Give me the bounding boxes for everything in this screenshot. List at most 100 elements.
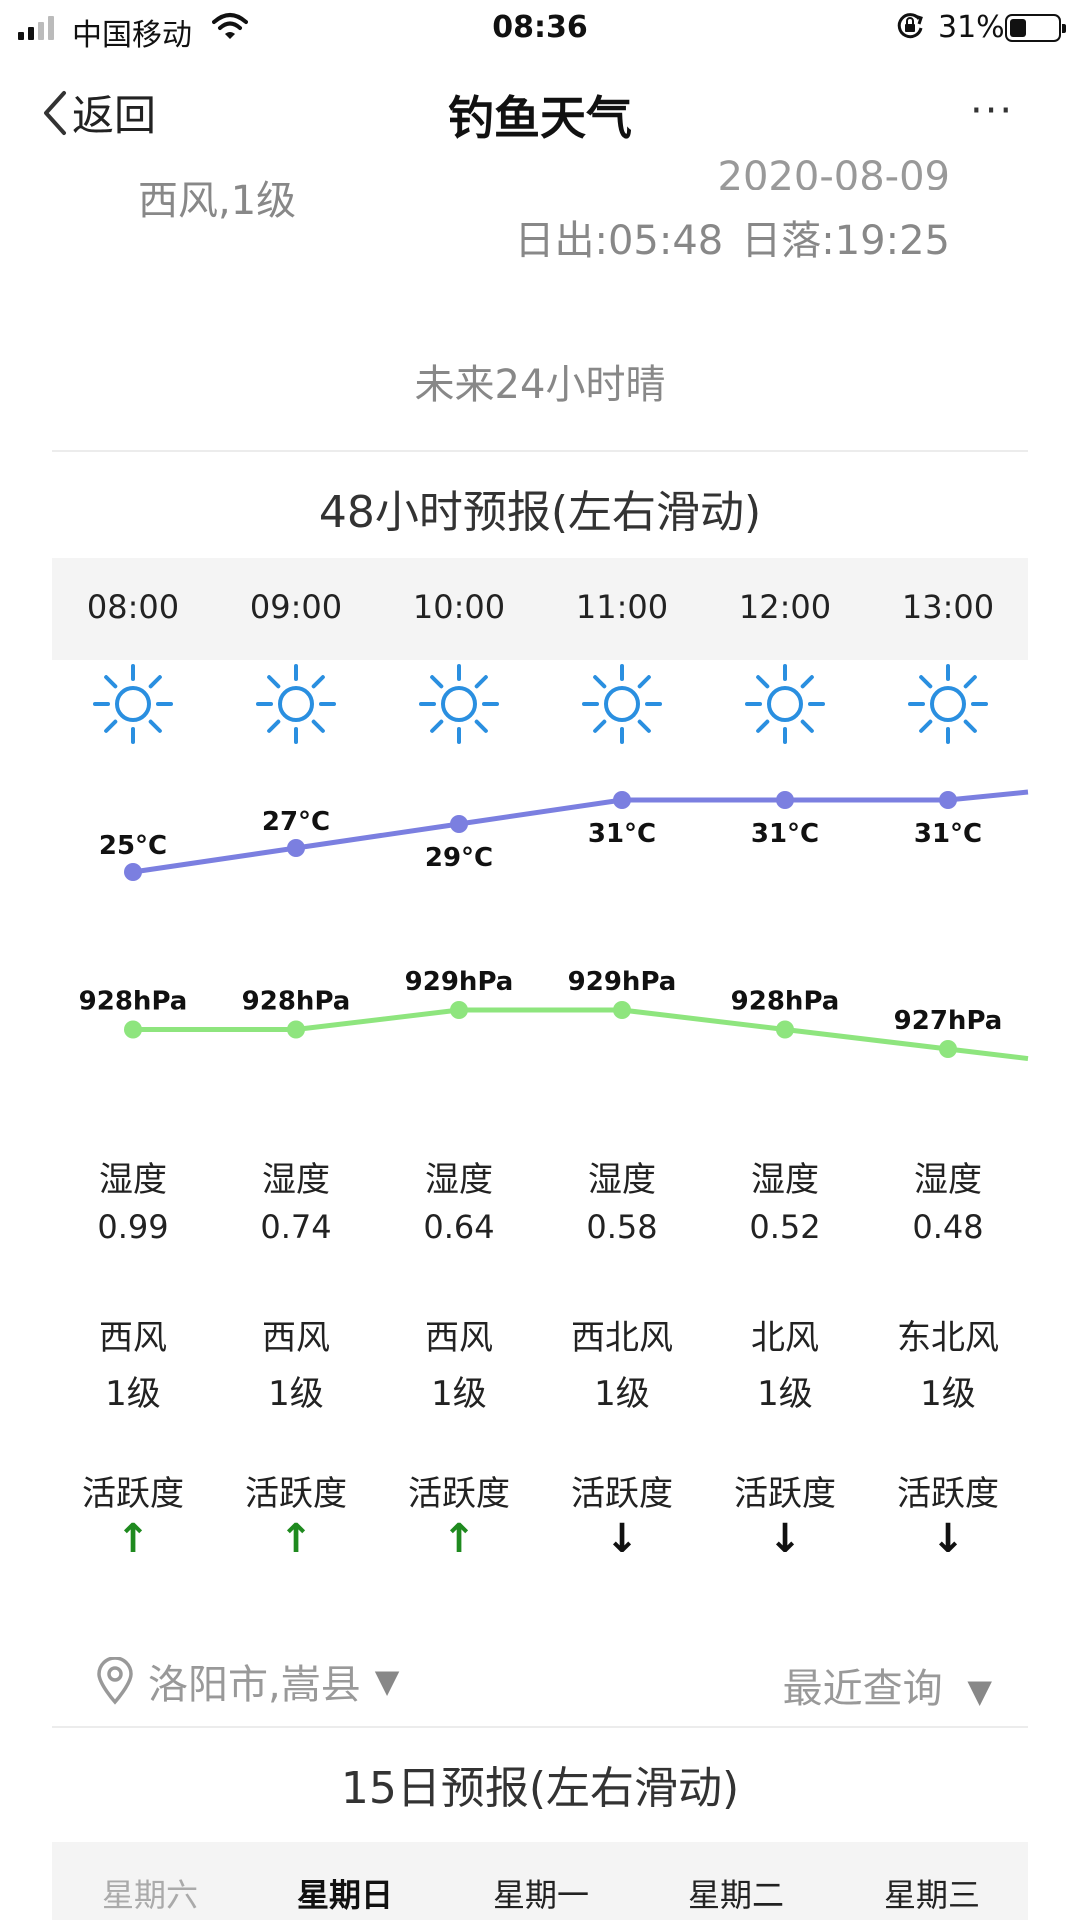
temperature-label: 29°C xyxy=(425,843,493,873)
day-tab[interactable]: 星期日 xyxy=(296,1876,393,1914)
cellular-signal-icon xyxy=(18,16,54,40)
pressure-point xyxy=(124,1020,142,1039)
wind-direction: 西风 xyxy=(425,1318,493,1358)
humidity-value: 0.99 xyxy=(97,1208,169,1246)
activity-up-arrow-icon: ↑ xyxy=(279,1516,313,1562)
hour-label: 09:00 xyxy=(249,588,343,626)
page-title: 钓鱼天气 xyxy=(448,91,632,145)
recent-search-dropdown[interactable]: 最近查询 ▼ xyxy=(783,1656,992,1714)
back-button[interactable]: 返回 xyxy=(40,82,156,143)
rotation-lock-icon xyxy=(895,11,925,49)
activity-label: 活跃度 xyxy=(897,1474,999,1514)
wifi-icon xyxy=(212,12,248,50)
hours-header-bar[interactable] xyxy=(52,558,1028,660)
activity-label: 活跃度 xyxy=(571,1474,673,1514)
days-header-bar[interactable] xyxy=(52,1842,1028,1920)
sun-icon xyxy=(703,662,867,744)
activity-down-arrow-icon: ↓ xyxy=(768,1516,802,1562)
pressure-point xyxy=(776,1020,794,1039)
wind-direction: 西北风 xyxy=(571,1318,673,1358)
dropdown-caret-icon: ▼ xyxy=(967,1672,992,1710)
activity-up-arrow-icon: ↑ xyxy=(116,1516,150,1562)
temperature-point xyxy=(613,791,631,809)
pressure-label: 928hPa xyxy=(79,987,188,1017)
divider xyxy=(52,450,1028,452)
humidity-label: 湿度 xyxy=(99,1160,167,1200)
location-selector[interactable]: 洛阳市,嵩县 ▼ xyxy=(96,1652,399,1710)
daily-forecast-title: 15日预报(左右滑动) xyxy=(340,1763,740,1814)
recent-search-label: 最近查询 xyxy=(782,1666,943,1712)
sun-icon xyxy=(377,662,541,744)
sunrise-sunset: 日出:05:48 日落:19:25 xyxy=(515,208,951,266)
pressure-label: 928hPa xyxy=(242,987,351,1017)
hour-label: 12:00 xyxy=(738,588,832,626)
temperature-label: 25°C xyxy=(99,831,167,861)
sun-icon xyxy=(866,662,1030,744)
activity-label: 活跃度 xyxy=(408,1474,510,1514)
pressure-label: 927hPa xyxy=(894,1006,1003,1036)
wind-direction: 北风 xyxy=(751,1318,819,1358)
temperature-chart: 25°C 27°C 29°C 31°C 31°C 31°C xyxy=(99,789,1029,881)
temperature-line xyxy=(132,789,1029,875)
day-tab[interactable]: 星期六 xyxy=(101,1876,198,1914)
wind-level: 1级 xyxy=(105,1374,161,1414)
wind-level: 1级 xyxy=(594,1374,650,1414)
back-label: 返回 xyxy=(72,91,157,140)
chevron-left-icon xyxy=(44,90,66,135)
temperature-point xyxy=(776,791,794,809)
sun-icon xyxy=(540,662,704,744)
sun-icon xyxy=(51,662,215,744)
temperature-label: 31°C xyxy=(751,819,819,849)
humidity-label: 湿度 xyxy=(751,1160,819,1200)
temperature-point xyxy=(287,839,305,857)
hour-label: 10:00 xyxy=(412,588,506,626)
hour-label: 08:00 xyxy=(86,588,180,626)
location-name: 洛阳市,嵩县 xyxy=(148,1662,361,1708)
status-bar: 中国移动 08:36 31% xyxy=(0,0,1080,56)
battery-level xyxy=(1010,19,1026,37)
sun-icon xyxy=(214,662,378,744)
temperature-point xyxy=(450,815,468,833)
pressure-label: 929hPa xyxy=(405,967,514,997)
humidity-label: 湿度 xyxy=(914,1160,982,1200)
current-wind: 西风,1级 xyxy=(138,178,297,224)
forecast-24h-summary: 未来24小时晴 xyxy=(414,362,666,408)
day-tab[interactable]: 星期二 xyxy=(687,1876,784,1914)
temperature-point xyxy=(124,863,142,881)
pressure-point xyxy=(613,1001,631,1019)
sunrise-time: 日出:05:48 xyxy=(514,218,724,264)
temperature-label: 31°C xyxy=(914,819,982,849)
humidity-value: 0.74 xyxy=(260,1208,332,1246)
day-tab[interactable]: 星期三 xyxy=(883,1876,980,1914)
wind-level: 1级 xyxy=(757,1374,813,1414)
hourly-forecast-title: 48小时预报(左右滑动) xyxy=(318,487,762,538)
humidity-value: 0.52 xyxy=(749,1208,821,1246)
activity-label: 活跃度 xyxy=(734,1474,836,1514)
current-date: 2020-08-09 xyxy=(717,154,950,190)
temperature-label: 31°C xyxy=(588,819,656,849)
humidity-label: 湿度 xyxy=(425,1160,493,1200)
battery-percent: 31% xyxy=(938,10,1005,45)
temperature-point xyxy=(939,791,957,809)
pressure-label: 928hPa xyxy=(731,987,840,1017)
wind-level: 1级 xyxy=(431,1374,487,1414)
battery-icon xyxy=(1005,14,1066,42)
clock-time: 08:36 xyxy=(492,10,588,45)
pressure-chart: 928hPa 928hPa 929hPa 929hPa 928hPa 927hPa xyxy=(79,967,1029,1062)
wind-direction: 东北风 xyxy=(897,1318,999,1358)
humidity-label: 湿度 xyxy=(262,1160,330,1200)
pressure-label: 929hPa xyxy=(568,967,677,997)
temperature-label: 27°C xyxy=(262,807,330,837)
wind-direction: 西风 xyxy=(262,1318,330,1358)
location-pin-icon xyxy=(97,1657,133,1705)
dropdown-caret-icon: ▼ xyxy=(374,1662,400,1700)
activity-down-arrow-icon: ↓ xyxy=(605,1516,639,1562)
pressure-line xyxy=(133,1007,1029,1062)
wind-level: 1级 xyxy=(920,1374,976,1414)
day-tab[interactable]: 星期一 xyxy=(492,1876,589,1914)
pressure-point xyxy=(287,1020,305,1039)
humidity-label: 湿度 xyxy=(588,1160,656,1200)
pressure-point xyxy=(939,1040,957,1058)
more-options-icon[interactable]: ··· xyxy=(970,88,1015,134)
